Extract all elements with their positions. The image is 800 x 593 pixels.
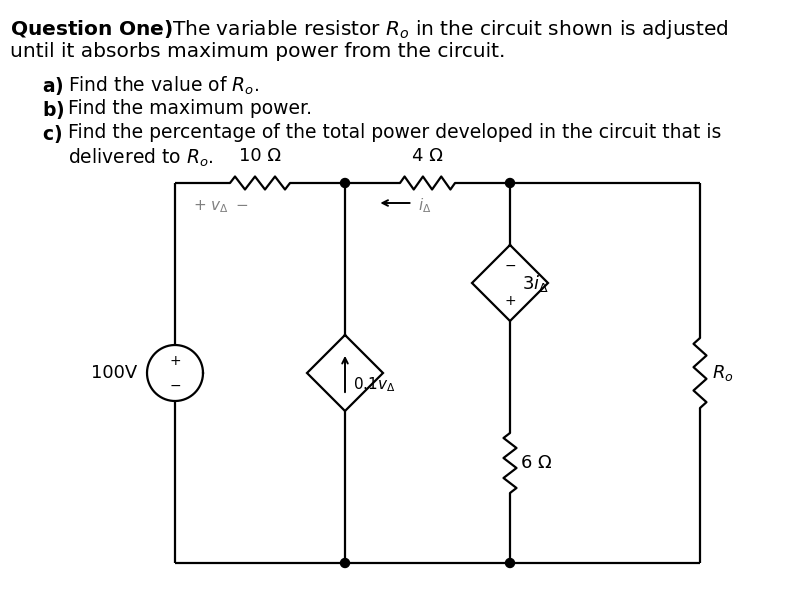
Text: $\bf{b)}$: $\bf{b)}$ [42,99,65,121]
Text: $0.1v_\Delta$: $0.1v_\Delta$ [353,375,395,394]
Text: $3i_\Delta$: $3i_\Delta$ [522,273,549,294]
Text: Find the maximum power.: Find the maximum power. [68,99,312,118]
Text: $-$: $-$ [169,378,181,392]
Text: $R_o$: $R_o$ [712,363,734,383]
Text: Find the percentage of the total power developed in the circuit that is: Find the percentage of the total power d… [68,123,722,142]
Text: $+$: $+$ [504,294,516,308]
Text: 10 Ω: 10 Ω [239,147,281,165]
Circle shape [506,559,514,568]
Circle shape [506,178,514,187]
Text: $-$: $-$ [504,258,516,272]
Text: $\bf{Question\ One)}$: $\bf{Question\ One)}$ [10,18,173,40]
Text: $+$: $+$ [169,354,181,368]
Text: Find the value of $R_o$.: Find the value of $R_o$. [68,75,259,97]
Text: delivered to $R_o$.: delivered to $R_o$. [68,147,214,169]
Circle shape [341,559,350,568]
Circle shape [341,178,350,187]
Text: $6\ \Omega$: $6\ \Omega$ [520,454,552,472]
Text: The variable resistor $R_o$ in the circuit shown is adjusted: The variable resistor $R_o$ in the circu… [172,18,729,41]
Text: $+\ v_\Delta\ -$: $+\ v_\Delta\ -$ [193,198,249,215]
Text: until it absorbs maximum power from the circuit.: until it absorbs maximum power from the … [10,42,506,61]
Text: $\bf{a)}$: $\bf{a)}$ [42,75,64,97]
Text: 100V: 100V [90,364,137,382]
Text: 4 Ω: 4 Ω [412,147,443,165]
Text: $i_\Delta$: $i_\Delta$ [418,196,431,215]
Text: $\bf{c)}$: $\bf{c)}$ [42,123,62,145]
